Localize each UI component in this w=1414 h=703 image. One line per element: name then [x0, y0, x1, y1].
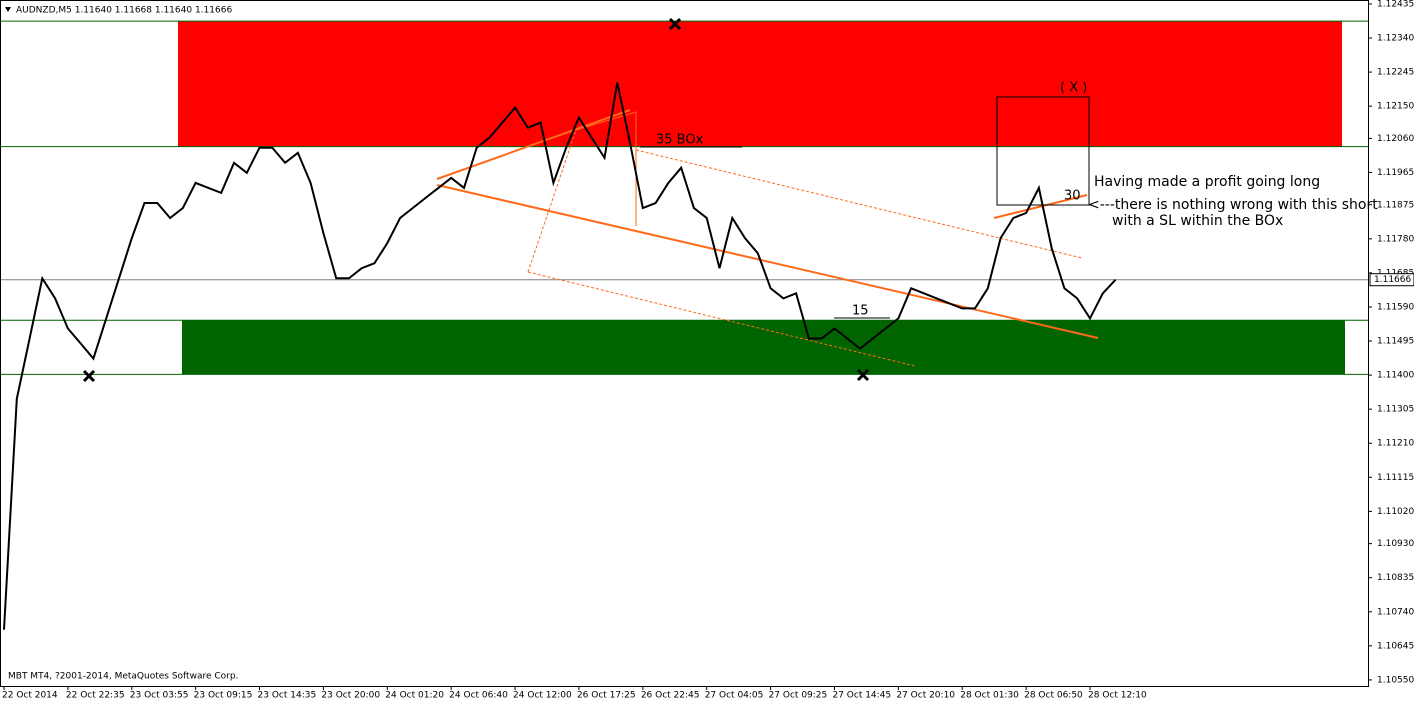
y-tick-label: 1.11400 — [1377, 371, 1414, 381]
annotation: Having made a profit going long — [1094, 174, 1320, 190]
x-tick-label: 23 Oct 09:15 — [194, 691, 253, 701]
channel-line — [635, 149, 1083, 259]
y-tick-label: 1.12060 — [1377, 134, 1414, 144]
x-tick-label: 23 Oct 14:35 — [258, 691, 317, 701]
x-marks — [82, 17, 870, 383]
trend-line — [436, 109, 631, 180]
channel-line — [527, 129, 577, 273]
x-tick-label: 22 Oct 2014 — [2, 691, 58, 701]
last-price-box — [1369, 273, 1414, 287]
y-tick-label: 1.12150 — [1377, 102, 1414, 112]
x-mark — [82, 369, 96, 383]
x-tick-label: 27 Oct 09:25 — [769, 691, 828, 701]
price-line — [3, 82, 1117, 630]
y-tick-label: 1.10740 — [1377, 607, 1414, 617]
x-tick-label: 24 Oct 06:40 — [449, 691, 508, 701]
x-tick-label: 28 Oct 06:50 — [1024, 691, 1083, 701]
annotation: 35 BOx — [656, 133, 704, 148]
channel-line — [527, 271, 916, 367]
x-tick-label: 22 Oct 22:35 — [66, 691, 125, 701]
menu-arrow — [5, 7, 11, 12]
y-tick-label: 1.10930 — [1377, 539, 1414, 549]
y-tick-label: 1.11965 — [1377, 168, 1414, 178]
y-tick-label: 1.10550 — [1377, 675, 1414, 685]
annotation: 15 — [852, 304, 869, 319]
y-tick-label: 1.11115 — [1377, 473, 1414, 483]
chart-title: AUDNZD,M5 1.11640 1.11668 1.11640 1.1166… — [16, 6, 232, 16]
x-tick-label: 23 Oct 20:00 — [321, 691, 380, 701]
annotation: 30 — [1064, 189, 1081, 204]
y-tick-label: 1.11210 — [1377, 439, 1414, 449]
x-tick-label: 26 Oct 22:45 — [641, 691, 700, 701]
x-tick-label: 24 Oct 01:20 — [385, 691, 444, 701]
zone — [182, 320, 1345, 375]
x-tick-label: 24 Oct 12:00 — [513, 691, 572, 701]
annotation: with a SL within the BOx — [1112, 213, 1283, 229]
y-tick-label: 1.12245 — [1377, 68, 1414, 78]
x-tick-label: 27 Oct 20:10 — [896, 691, 955, 701]
x-tick-label: 28 Oct 12:10 — [1088, 691, 1147, 701]
y-tick-label: 1.11495 — [1377, 337, 1414, 347]
x-tick-label: 27 Oct 04:05 — [705, 691, 764, 701]
y-tick-label: 1.12435 — [1377, 0, 1414, 9]
annotation: ( X ) — [1060, 81, 1087, 96]
y-tick-label: 1.11780 — [1377, 234, 1414, 244]
x-tick-label: 26 Oct 17:25 — [577, 691, 636, 701]
y-tick-label: 1.11875 — [1377, 200, 1414, 210]
triangle — [575, 111, 637, 226]
trend-line — [436, 184, 1099, 339]
plot-frame — [0, 0, 1369, 687]
zone — [178, 21, 1342, 147]
y-tick-label: 1.11020 — [1377, 507, 1414, 517]
trend-line — [993, 194, 1088, 219]
x-tick-label: 28 Oct 01:30 — [960, 691, 1019, 701]
annotation: <---there is nothing wrong with this sho… — [1088, 197, 1378, 213]
y-tick-label: 1.12340 — [1377, 34, 1414, 44]
x-tick-label: 23 Oct 03:55 — [130, 691, 189, 701]
y-tick-label: 1.11305 — [1377, 405, 1414, 415]
x-mark — [668, 17, 682, 31]
x-mark — [856, 368, 870, 382]
plot — [3, 82, 1117, 630]
y-tick-label: 1.10645 — [1377, 641, 1414, 651]
y-tick-label: 1.11590 — [1377, 302, 1414, 312]
last-price-label: 1.11666 — [1374, 275, 1411, 285]
y-tick-label: 1.10835 — [1377, 573, 1414, 583]
drawings — [436, 109, 1099, 367]
footer: MBT MT4, ?2001-2014, MetaQuotes Software… — [8, 672, 238, 682]
x-tick-label: 27 Oct 14:45 — [832, 691, 891, 701]
